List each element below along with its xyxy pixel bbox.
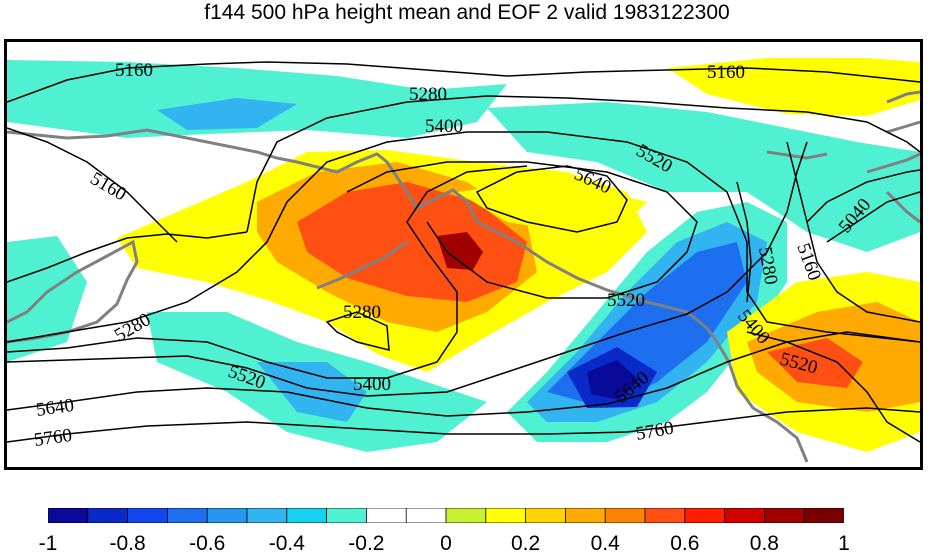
colorbar-swatch	[167, 508, 208, 523]
contour-label: 5160	[792, 241, 825, 284]
eof-region-lightblue-north	[157, 98, 297, 130]
colorbar-tick-label: 0.6	[670, 532, 700, 555]
colorbar-tick-label: 0.4	[590, 532, 620, 555]
colorbar-tick-label: -0.2	[348, 532, 385, 555]
eof-region-cyan-west	[7, 236, 87, 362]
eof-region-red-southeast	[767, 338, 863, 388]
colorbar-swatch	[246, 508, 288, 523]
height-contours	[7, 61, 920, 443]
colorbar-swatch	[644, 508, 686, 523]
coastline-alaska	[296, 152, 719, 343]
contour-5520-east	[746, 331, 920, 443]
contour-label: 5160	[87, 168, 130, 205]
contour-label: 5400	[353, 374, 391, 395]
contour-east-vertical-1	[736, 181, 752, 303]
colorbar-tick-label: -0.8	[109, 532, 146, 555]
contour-5640-south	[7, 331, 920, 417]
contour-5400-main	[7, 131, 920, 343]
colorbar-swatch	[565, 508, 606, 523]
colorbar-tick-label: -0.6	[189, 532, 226, 555]
colorbar-tick-label: 1	[838, 532, 850, 555]
eof-region-cyan-northwest	[7, 60, 507, 138]
contour-5520-main	[7, 141, 808, 397]
contour-5040-east	[806, 169, 920, 243]
colorbar-swatch	[48, 508, 89, 523]
contour-label: 5280	[343, 302, 381, 323]
eof-shading	[7, 58, 920, 452]
colorbar-swatch	[365, 508, 407, 523]
map-svg: 5160 5160 5160 5280 5400 5520 5640 5520 …	[7, 58, 920, 463]
map-panel: 5160 5160 5160 5280 5400 5520 5640 5520 …	[4, 39, 923, 470]
colorbar-tick-label: 0.8	[749, 532, 779, 555]
colorbar-swatch	[206, 508, 248, 523]
colorbar-swatch	[525, 508, 567, 523]
contour-label: 5160	[115, 60, 153, 81]
colorbar-tick-label: 0	[440, 532, 452, 555]
colorbar-tick-label: -0.4	[268, 532, 305, 555]
colorbar-tick-label: 0.2	[510, 532, 541, 555]
contour-label: 5280	[409, 84, 447, 105]
colorbar-swatch	[87, 508, 129, 523]
coastline-aleutians	[316, 240, 408, 290]
colorbar-swatch	[485, 508, 527, 523]
colorbar-swatch	[604, 508, 646, 523]
eof-region-lightblue-southwest	[257, 362, 367, 422]
contour-east-vertical-2	[786, 141, 920, 323]
contour-label: 5400	[425, 116, 463, 137]
contour-5640-closed	[475, 165, 628, 233]
colorbar-swatch	[326, 508, 368, 523]
contour-5520-ridge	[346, 161, 698, 299]
contour-label: 5160	[707, 62, 745, 83]
contour-5160-north	[7, 61, 920, 103]
eof-region-cyan-northeast	[487, 102, 920, 252]
contour-5160-west	[7, 127, 178, 243]
colorbar-swatch	[764, 508, 805, 523]
colorbar-swatch	[803, 508, 844, 523]
colorbar-swatch	[724, 508, 766, 523]
contour-5280-closed	[325, 311, 390, 351]
colorbar-tick-label: -1	[38, 532, 58, 555]
colorbar-swatch	[684, 508, 726, 523]
colorbar-swatch	[286, 508, 328, 523]
eof-region-navy-canada	[587, 360, 639, 400]
colorbar	[48, 508, 844, 523]
plot-title: f144 500 hPa height mean and EOF 2 valid…	[204, 1, 730, 24]
eof-region-yellow-northeast	[667, 58, 920, 116]
contour-5280-west	[7, 231, 248, 283]
contour-5400-south	[7, 165, 528, 379]
colorbar-swatch	[127, 508, 169, 523]
contour-5760-south	[7, 407, 920, 443]
eof-region-yellow-pacific	[457, 182, 647, 232]
contour-5280-north	[246, 95, 920, 233]
coastline-northamerica	[715, 120, 920, 463]
colorbar-swatch	[445, 508, 487, 523]
colorbar-tick-labels: -1 -0.8 -0.6 -0.4 -0.2 0 0.2 0.4 0.6 0.8 1	[0, 532, 934, 558]
eof-region-darkred-alaska	[437, 232, 483, 270]
contour-label: 5760	[33, 425, 74, 451]
contour-label: 5520	[607, 290, 645, 311]
coastline-greenland	[885, 90, 920, 224]
colorbar-swatch	[405, 508, 447, 523]
contour-label: 5640	[35, 395, 76, 421]
